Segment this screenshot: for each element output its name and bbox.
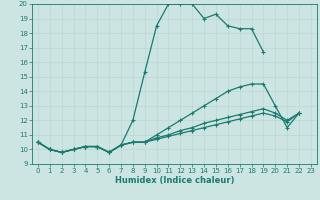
X-axis label: Humidex (Indice chaleur): Humidex (Indice chaleur) <box>115 176 234 185</box>
